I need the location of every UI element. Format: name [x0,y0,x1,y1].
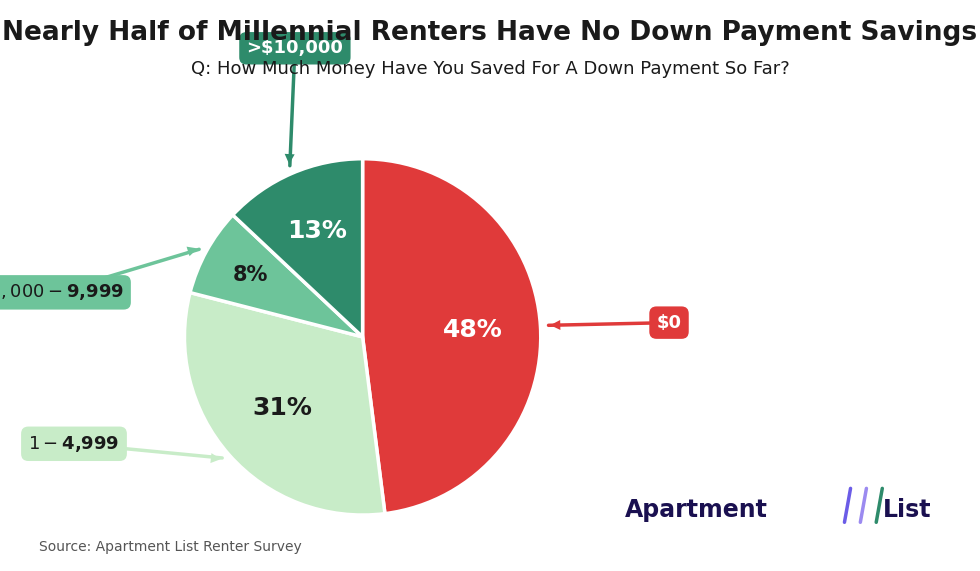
Wedge shape [232,159,363,337]
Text: Q: How Much Money Have You Saved For A Down Payment So Far?: Q: How Much Money Have You Saved For A D… [191,60,789,78]
Text: 13%: 13% [287,219,347,243]
Text: Nearly Half of Millennial Renters Have No Down Payment Savings: Nearly Half of Millennial Renters Have N… [2,20,978,46]
Text: >$10,000: >$10,000 [246,39,343,164]
Text: 31%: 31% [253,396,313,420]
Text: 48%: 48% [443,318,503,342]
Text: $0: $0 [551,313,681,332]
Text: 8%: 8% [232,265,268,285]
Text: Source: Apartment List Renter Survey: Source: Apartment List Renter Survey [39,540,302,554]
Wedge shape [184,292,385,515]
Text: $5,000 - $9,999: $5,000 - $9,999 [0,247,198,303]
Text: $1 - $4,999: $1 - $4,999 [28,434,220,463]
Text: List: List [883,497,931,522]
Text: Apartment: Apartment [625,497,768,522]
Wedge shape [363,159,541,514]
Wedge shape [190,215,363,337]
